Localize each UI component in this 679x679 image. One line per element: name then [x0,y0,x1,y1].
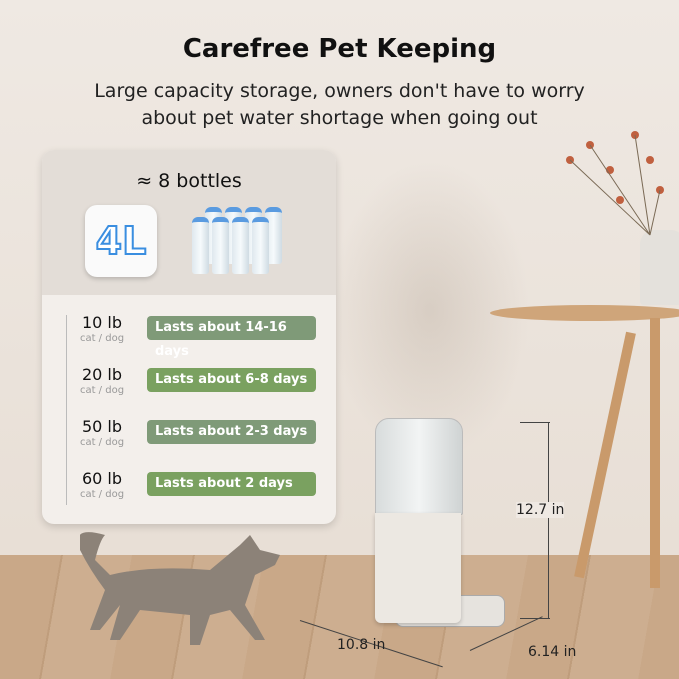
cat-image [80,532,280,645]
capacity-panel: ≈ 8 bottles 4L 10 lb cat / dog Lasts abo… [42,150,336,524]
divider [66,315,67,505]
pet-weight: 20 lb [81,365,123,384]
water-tank [375,418,463,515]
dimension-line [548,422,549,618]
pet-type: cat / dog [79,385,125,396]
duration-row: 50 lb cat / dog Lasts about 2-3 days [72,417,332,461]
pet-type: cat / dog [79,489,125,500]
bottles-label: ≈ 8 bottles [136,170,242,192]
duration-row: 20 lb cat / dog Lasts about 6-8 days [72,365,332,409]
duration-pill: Lasts about 6-8 days [147,368,316,392]
height-dimension: 12.7 in [516,502,565,518]
duration-pill: Lasts about 14-16 days [147,316,316,359]
subtitle-line-2: about pet water shortage when going out [141,107,538,129]
pet-weight: 10 lb [81,313,123,332]
side-table [490,305,679,321]
pet-type: cat / dog [79,333,125,344]
pet-weight: 50 lb [81,417,123,436]
width-dimension: 10.8 in [337,637,386,653]
duration-pill: Lasts about 2 days [147,472,316,496]
pet-weight: 60 lb [81,469,123,488]
flowers-icon [566,131,664,236]
subtitle-line-1: Large capacity storage, owners don't hav… [94,80,585,102]
depth-dimension: 6.14 in [528,644,577,660]
dispenser-base [375,513,461,623]
dimension-line [520,422,550,423]
water-dispenser [375,418,463,623]
page-title: Carefree Pet Keeping [182,34,497,64]
table-leg [574,331,636,579]
subtitle: Large capacity storage, owners don't hav… [0,78,679,132]
pet-type: cat / dog [79,437,125,448]
duration-row: 10 lb cat / dog Lasts about 14-16 days [72,313,332,359]
capacity-badge: 4L [85,205,157,277]
duration-row: 60 lb cat / dog Lasts about 2 days [72,469,332,513]
flower-vase [640,230,679,305]
duration-pill: Lasts about 2-3 days [147,420,316,444]
table-leg [650,318,660,588]
